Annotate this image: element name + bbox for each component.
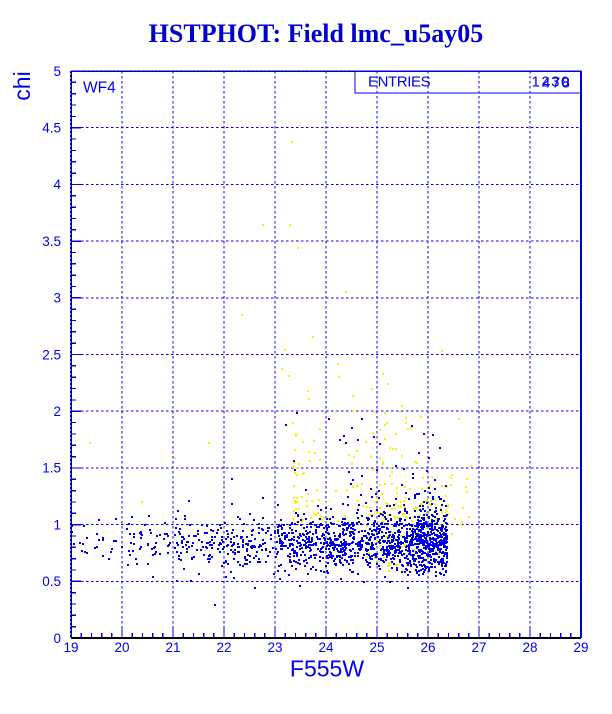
svg-text:1: 1 bbox=[53, 517, 61, 532]
svg-text:2.5: 2.5 bbox=[42, 347, 61, 362]
svg-text:24: 24 bbox=[318, 640, 334, 655]
svg-text:0.5: 0.5 bbox=[42, 574, 61, 589]
svg-text:ENTRIES: ENTRIES bbox=[368, 73, 431, 90]
svg-text:478: 478 bbox=[542, 75, 572, 92]
svg-text:WF4: WF4 bbox=[83, 80, 116, 97]
svg-text:HSTPHOT: Field lmc_u5ay05: HSTPHOT: Field lmc_u5ay05 bbox=[149, 19, 484, 48]
svg-text:19: 19 bbox=[63, 640, 78, 655]
svg-text:3: 3 bbox=[53, 291, 61, 306]
svg-text:26: 26 bbox=[420, 640, 435, 655]
svg-text:0: 0 bbox=[53, 631, 61, 646]
svg-text:F555W: F555W bbox=[290, 656, 364, 682]
svg-text:4.5: 4.5 bbox=[42, 121, 61, 136]
svg-text:1.5: 1.5 bbox=[42, 461, 61, 476]
svg-text:28: 28 bbox=[522, 640, 537, 655]
svg-text:22: 22 bbox=[216, 640, 231, 655]
svg-text:3.5: 3.5 bbox=[42, 234, 61, 249]
svg-text:20: 20 bbox=[114, 640, 129, 655]
svg-text:27: 27 bbox=[471, 640, 486, 655]
svg-text:23: 23 bbox=[267, 640, 282, 655]
svg-text:chi: chi bbox=[9, 71, 35, 100]
svg-text:5: 5 bbox=[53, 64, 61, 79]
svg-text:1230: 1230 bbox=[532, 74, 571, 91]
svg-text:2: 2 bbox=[53, 404, 61, 419]
svg-text:29: 29 bbox=[573, 640, 588, 655]
svg-text:4: 4 bbox=[53, 177, 61, 192]
svg-text:21: 21 bbox=[165, 640, 180, 655]
svg-text:25: 25 bbox=[369, 640, 384, 655]
